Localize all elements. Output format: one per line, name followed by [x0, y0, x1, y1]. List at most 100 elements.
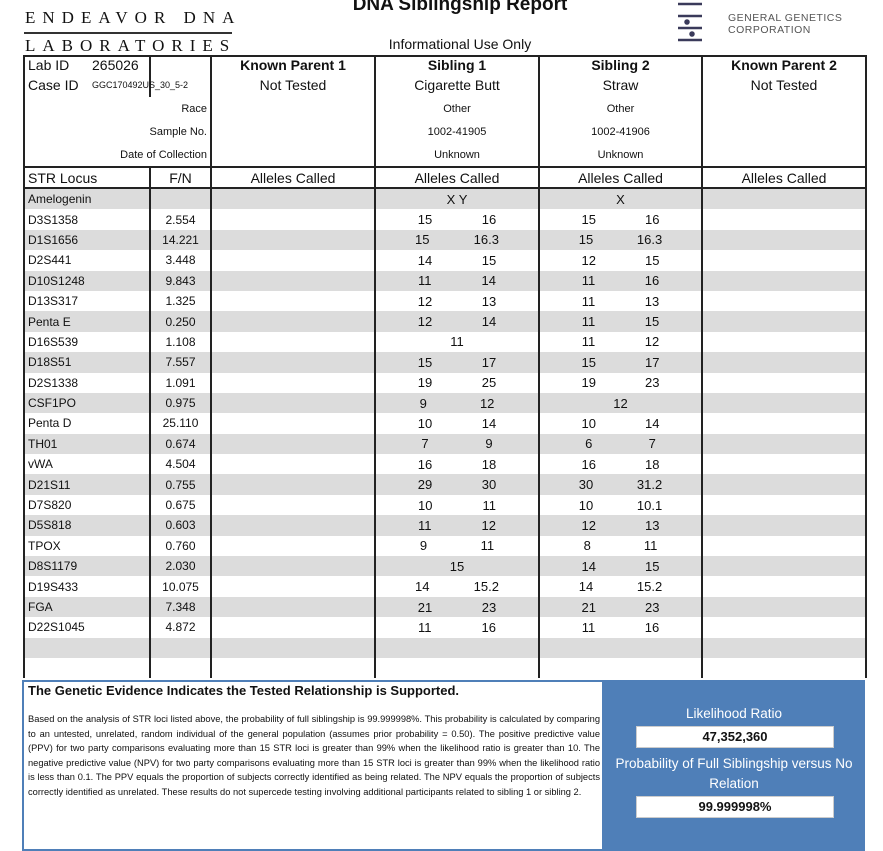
locus-row: Amelogenin X Y X — [23, 188, 867, 210]
allele: 15 — [449, 558, 465, 574]
allele: 15 — [581, 354, 596, 370]
ggc-logo-text: GENERAL GENETICS CORPORATION — [728, 12, 842, 36]
allele: 16 — [645, 212, 660, 228]
alleles-called-header: Alleles Called — [210, 166, 376, 189]
lab-logo-line2: LABORATORIES — [25, 36, 237, 55]
allele: 10 — [418, 497, 433, 513]
allele: 9 — [419, 538, 428, 554]
locus-name: vWA — [23, 454, 151, 475]
sample_no-value — [701, 120, 867, 143]
locus-row: D1S1656 14.221 15 16.3 15 16.3 — [23, 229, 867, 251]
party-name: Known Parent 2 — [701, 56, 867, 73]
allele: 8 — [583, 538, 591, 554]
locus-row: D3S1358 2.554 15 16 15 16 — [23, 209, 867, 230]
locus-row: CSF1PO 0.975 9 12 12 — [23, 392, 867, 414]
fn-value: 0.975 — [149, 392, 212, 414]
locus-row: D13S317 1.325 12 13 11 13 — [23, 290, 867, 312]
race-value: Other — [374, 97, 540, 120]
conclusion-box — [24, 682, 602, 849]
allele: 16 — [581, 456, 596, 472]
allele: 16.3 — [636, 232, 663, 248]
allele: 10.1 — [636, 497, 663, 513]
locus-row: D5S818 0.603 11 12 12 13 — [23, 515, 867, 536]
case-id: GGC170492US_30_5-2 — [87, 73, 188, 97]
allele: 12 — [481, 517, 496, 533]
allele: 15 — [581, 212, 596, 228]
sample_no-value — [210, 120, 376, 143]
locus-row: D16S539 1.108 11 11 12 — [23, 331, 867, 353]
locus-name: Amelogenin — [23, 188, 151, 210]
locus-name: D10S1248 — [23, 270, 151, 291]
sample_no-label: Sample No. — [23, 120, 212, 143]
allele: 10 — [578, 497, 594, 513]
allele: 9 — [419, 395, 427, 411]
allele: 23 — [645, 599, 660, 615]
party-name: Sibling 1 — [374, 56, 540, 73]
empty-row — [23, 657, 867, 679]
locus-name: D5S818 — [23, 515, 151, 536]
allele: 15.2 — [473, 579, 499, 595]
fn-value: 3.448 — [149, 250, 212, 271]
fn-value: 7.557 — [149, 352, 212, 373]
sample_no-value: 1002-41906 — [538, 120, 703, 143]
locus-name: TPOX — [23, 535, 151, 557]
report-title: DNA Siblingship Report — [352, 0, 568, 15]
allele: 21 — [417, 599, 433, 615]
locus-row: D8S1179 2.030 15 14 15 — [23, 556, 867, 577]
allele: 11 — [581, 334, 596, 350]
allele: 25 — [481, 375, 497, 391]
locus-row: D7S820 0.675 10 11 10 10.1 — [23, 494, 867, 516]
allele: 15 — [645, 252, 660, 268]
locus-name: D1S1656 — [23, 229, 151, 251]
conclusion-paragraph: Based on the analysis of STR loci listed… — [28, 714, 600, 797]
date-value — [701, 143, 867, 167]
alleles-called-header: Alleles Called — [701, 166, 867, 189]
fn-value: 4.872 — [149, 617, 212, 638]
locus-name: TH01 — [23, 433, 151, 455]
allele: 12 — [479, 395, 495, 411]
fn-value: 0.250 — [149, 311, 212, 332]
allele: 17 — [481, 354, 497, 370]
lab-id: 265026 — [87, 56, 150, 73]
allele: 14 — [581, 558, 596, 574]
sample-type: Not Tested — [701, 73, 867, 97]
allele: 14 — [645, 415, 660, 431]
locus-row: TPOX 0.760 9 11 8 11 — [23, 535, 867, 557]
locus-row: TH01 0.674 7 9 6 7 — [23, 433, 867, 455]
allele: 30 — [481, 477, 497, 493]
lab-logo-line1: ENDEAVOR DNA — [25, 8, 242, 27]
locus-name: D2S1338 — [23, 372, 151, 393]
allele: 12 — [581, 517, 596, 533]
allele: 23 — [481, 599, 497, 615]
allele: 19 — [581, 375, 596, 391]
party-name: Sibling 2 — [538, 56, 703, 73]
race-label: Race — [23, 97, 212, 120]
fn-value: 1.325 — [149, 290, 212, 312]
allele: 14 — [415, 579, 430, 595]
locus-row: D21S11 0.755 29 30 30 31.2 — [23, 474, 867, 495]
date-value — [210, 143, 376, 167]
allele: X — [616, 191, 625, 207]
locus-name: D18S51 — [23, 352, 151, 373]
date-label: Date of Collection — [23, 143, 212, 167]
alleles-called-header: Alleles Called — [374, 166, 540, 189]
str-results-table: Lab ID 265026 Known Parent 1 Sibling 1 Sibli… — [23, 55, 867, 679]
allele: 18 — [481, 456, 497, 472]
allele: 15 — [645, 558, 660, 574]
locus-row: vWA 4.504 16 18 16 18 — [23, 454, 867, 475]
likelihood-ratio-value: 47,352,360 — [636, 726, 834, 748]
fn-value: 9.843 — [149, 270, 212, 291]
allele: 12 — [644, 334, 660, 350]
dna-ladder-icon — [678, 2, 702, 42]
allele: 13 — [645, 517, 660, 533]
allele: 14 — [578, 579, 594, 595]
allele: 13 — [481, 293, 497, 309]
allele: 23 — [645, 375, 660, 391]
allele: 12 — [417, 293, 433, 309]
allele: 16 — [417, 456, 433, 472]
locus-row: D19S433 10.075 14 15.2 14 15.2 — [23, 576, 867, 597]
allele: 15.2 — [636, 579, 663, 595]
locus-name: D22S1045 — [23, 617, 151, 638]
fn-header: F/N — [149, 166, 212, 189]
fn-value: 0.674 — [149, 433, 212, 455]
